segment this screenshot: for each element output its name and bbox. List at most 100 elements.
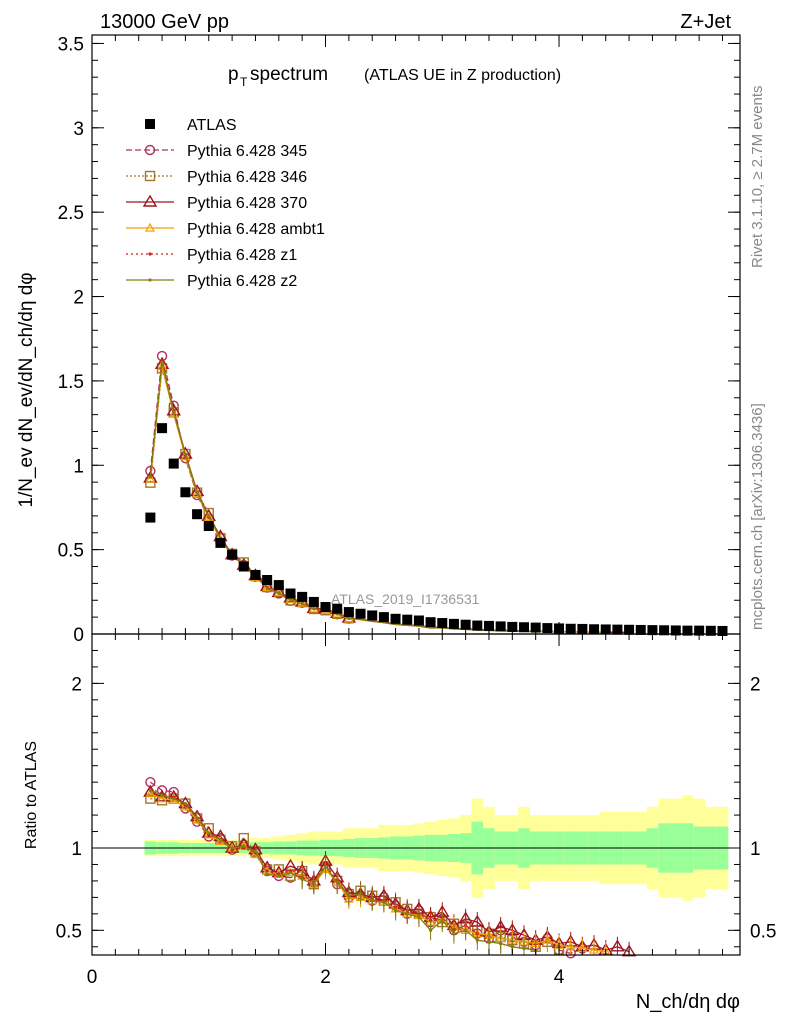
atlas-data-point [483,620,494,631]
y-tick-label: 1 [73,456,84,477]
atlas-data-point [285,588,296,599]
ratio-tick-label-right: 0.5 [750,921,776,942]
ratio-point-pythia-6-428-ambt1 [157,793,168,803]
series-point-pythia-6-428-ambt1 [180,451,191,461]
title-note: (ATLAS UE in Z production) [364,67,561,84]
atlas-data-point [659,625,670,636]
ratio-tick-label: 0.5 [56,921,82,942]
legend-marker-pythia-6-428-346 [144,170,156,182]
ratio-line-pythia-6-428-z2 [150,789,536,951]
header-right: Z+Jet [680,11,731,33]
legend-label-pythia-6-428-370: Pythia 6.428 370 [187,195,307,212]
atlas-data-point [238,561,249,572]
legend-label-atlas: ATLAS [187,117,237,134]
ratio-point-pythia-6-428-z2 [440,918,444,923]
atlas-data-point [262,575,273,586]
legend-marker-pythia-6-428-ambt1 [144,222,156,232]
ratio-point-pythia-6-428-z2 [183,801,188,806]
y-tick-label: 1.5 [58,372,84,393]
atlas-data-point [390,613,401,624]
legend: ATLAS Pythia 6.428 345 Pythia 6.428 346 Pyt… [126,117,325,290]
atlas-data-point [612,624,623,635]
ratio-point-pythia-6-428-z2 [428,928,433,932]
series-point-pythia-6-428-z2 [347,616,351,621]
series-point-pythia-6-428-ambt1 [157,361,168,370]
atlas-data-point [565,623,576,634]
atlas-data-point [472,620,483,631]
ratio-axis-label: Ratio to ATLAS [23,741,40,849]
legend-marker-pythia-6-428-z2 [148,278,152,282]
legend-marker-pythia-6-428-345 [144,144,156,156]
series-point-pythia-6-428-z2 [288,597,293,602]
ratio-point-pythia-6-428-z2 [230,846,234,850]
ratio-point-pythia-6-428-z2 [499,941,503,946]
atlas-data-point [332,603,343,614]
y-tick-label: 3 [73,119,84,140]
series-point-pythia-6-428-370 [189,484,205,497]
series-point-pythia-6-428-ambt1 [192,488,203,498]
atlas-data-point [215,537,226,548]
atlas-data-point [437,618,448,629]
legend-item-pythia-6-428-345: Pythia 6.428 345 [126,143,307,160]
ratio-point-pythia-6-428-z2 [300,877,304,881]
ratio-point-pythia-6-428-z2 [452,932,456,936]
atlas-data-point [378,612,389,623]
atlas-data-point [682,625,693,636]
ratio-tick-label: 2 [71,674,82,695]
atlas-data-point [460,619,471,630]
atlas-data-point [448,618,459,629]
atlas-data-point [425,617,436,628]
series-point-pythia-6-428-z2 [148,475,152,479]
ratio-tick-label-right: 2 [750,674,761,695]
atlas-data-point [297,591,308,602]
legend-item-pythia-6-428-ambt1: Pythia 6.428 ambt1 [126,221,325,238]
atlas-data-point [192,509,203,520]
ratio-point-pythia-6-428-z2 [464,928,468,932]
legend-label-pythia-6-428-z2: Pythia 6.428 z2 [187,273,297,290]
ratio-point-pythia-6-428-z2 [393,908,398,913]
ratio-point-pythia-6-428-z2 [148,788,152,792]
atlas-data-point [168,458,179,469]
ratio-point-pythia-6-428-z2 [475,938,479,942]
ratio-point-pythia-6-428-z2 [370,899,374,903]
title-rest: spectrum [250,64,328,85]
series-point-pythia-6-428-ambt1 [168,408,179,418]
atlas-data-point [589,624,600,635]
series-point-pythia-6-428-z2 [160,360,164,364]
ratio-point-pythia-6-428-z2 [405,912,409,916]
legend-item-pythia-6-428-370: Pythia 6.428 370 [126,194,307,212]
ratio-point-pythia-6-428-z2 [312,882,316,886]
legend-item-atlas: ATLAS [145,117,237,134]
ratio-point-pythia-6-428-z2 [207,831,211,835]
mcplots-caption: mcplots.cern.ch [arXiv:1306.3436] [749,403,766,630]
atlas-data-point [507,621,518,632]
atlas-data-point [402,614,413,625]
series-point-pythia-6-428-z2 [300,602,304,606]
atlas-data-point [495,621,506,632]
ratio-point-pythia-6-428-z2 [288,871,293,875]
ratio-point-pythia-6-428-z2 [195,816,199,820]
ratio-point-pythia-6-428-z2 [347,894,351,898]
ratio-point-pythia-6-428-z2 [160,793,164,797]
atlas-data-point [367,610,378,621]
y-tick-label: 0 [73,625,84,646]
ratio-point-pythia-6-428-z2 [487,940,491,944]
atlas-data-point [180,487,191,498]
ratio-point-pythia-6-428-ambt1 [589,944,600,954]
ratio-point-pythia-6-428-ambt1 [145,788,156,798]
ratio-point-pythia-6-428-z2 [242,844,246,848]
atlas-data-point [542,623,553,634]
legend-marker-pythia-6-428-370 [142,194,158,207]
legend-label-pythia-6-428-346: Pythia 6.428 346 [187,169,307,186]
atlas-data-point [227,549,238,560]
atlas-data-point [145,512,156,523]
ratio-point-pythia-6-428-370 [201,825,216,838]
legend-item-pythia-6-428-z1: Pythia 6.428 z1 [126,247,297,264]
atlas-data-point [519,622,529,633]
atlas-data-point [320,602,331,613]
ratio-point-pythia-6-428-z2 [265,872,269,876]
series-point-pythia-6-428-z2 [207,514,211,518]
y-tick-label: 2 [73,288,84,309]
x-axis-label: N_ch/dη dφ [636,991,740,1013]
